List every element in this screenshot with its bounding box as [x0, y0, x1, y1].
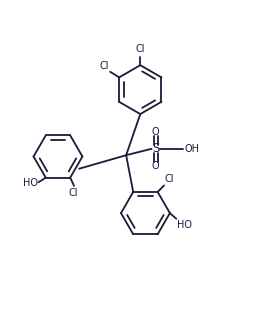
Text: HO: HO	[177, 220, 192, 230]
Text: O: O	[152, 161, 160, 171]
Text: HO: HO	[23, 178, 37, 188]
Text: Cl: Cl	[68, 188, 77, 198]
Text: S: S	[152, 142, 159, 155]
Text: O: O	[152, 127, 160, 137]
Text: Cl: Cl	[164, 174, 174, 184]
Text: Cl: Cl	[100, 61, 109, 71]
Text: Cl: Cl	[135, 44, 145, 54]
Text: OH: OH	[184, 144, 199, 154]
